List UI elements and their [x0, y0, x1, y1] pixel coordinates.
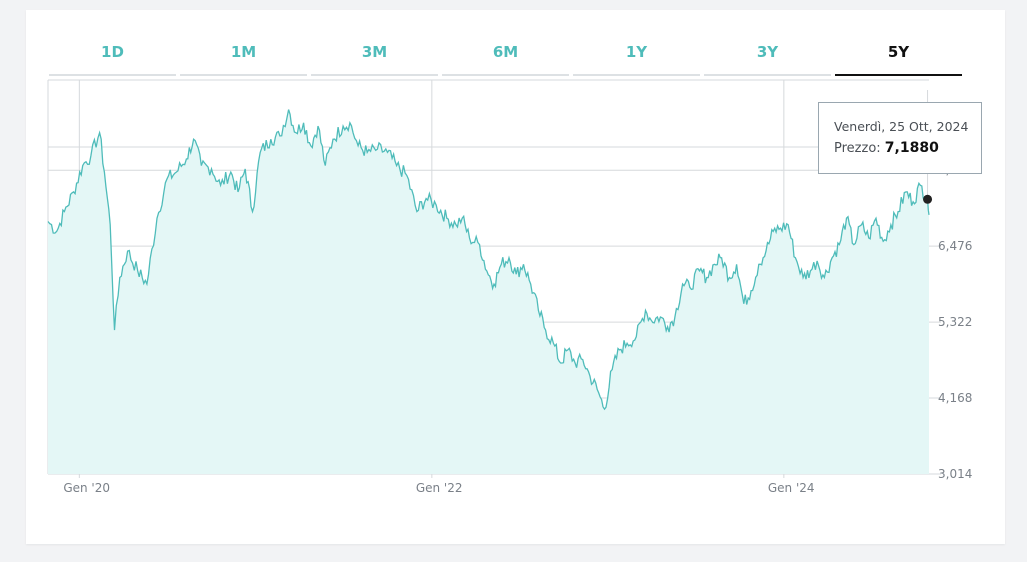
y-tick-label: 3,014: [938, 467, 972, 481]
x-axis: Gen '20 Gen '22 Gen '24: [63, 474, 815, 495]
tooltip-price-value: 7,1880: [884, 140, 939, 156]
y-tick-label: 6,476: [938, 239, 972, 253]
price-line: [47, 109, 930, 411]
hover-marker: [923, 194, 933, 204]
tab-6m[interactable]: 6M: [442, 38, 569, 76]
y-tick-label: 4,168: [938, 391, 972, 405]
tooltip-price-row: Prezzo: 7,1880: [834, 140, 981, 156]
tooltip-price-label: Prezzo:: [834, 141, 881, 156]
price-tooltip: Venerdì, 25 Ott, 2024 Prezzo: 7,1880: [818, 102, 982, 174]
x-tick-label: Gen '24: [768, 481, 815, 495]
tab-1d[interactable]: 1D: [49, 38, 176, 76]
price-area: [48, 109, 929, 474]
tooltip-date: Venerdì, 25 Ott, 2024: [834, 119, 969, 134]
y-tick-label: 5,322: [938, 315, 972, 329]
tab-5y[interactable]: 5Y: [835, 38, 962, 76]
x-tick-label: Gen '22: [416, 481, 463, 495]
tab-1y[interactable]: 1Y: [573, 38, 700, 76]
tab-3m[interactable]: 3M: [311, 38, 438, 76]
tab-1m[interactable]: 1M: [180, 38, 307, 76]
tab-3y[interactable]: 3Y: [704, 38, 831, 76]
range-tabs: 1D 1M 3M 6M 1Y 3Y 5Y: [49, 38, 967, 76]
x-tick-label: Gen '20: [63, 481, 110, 495]
